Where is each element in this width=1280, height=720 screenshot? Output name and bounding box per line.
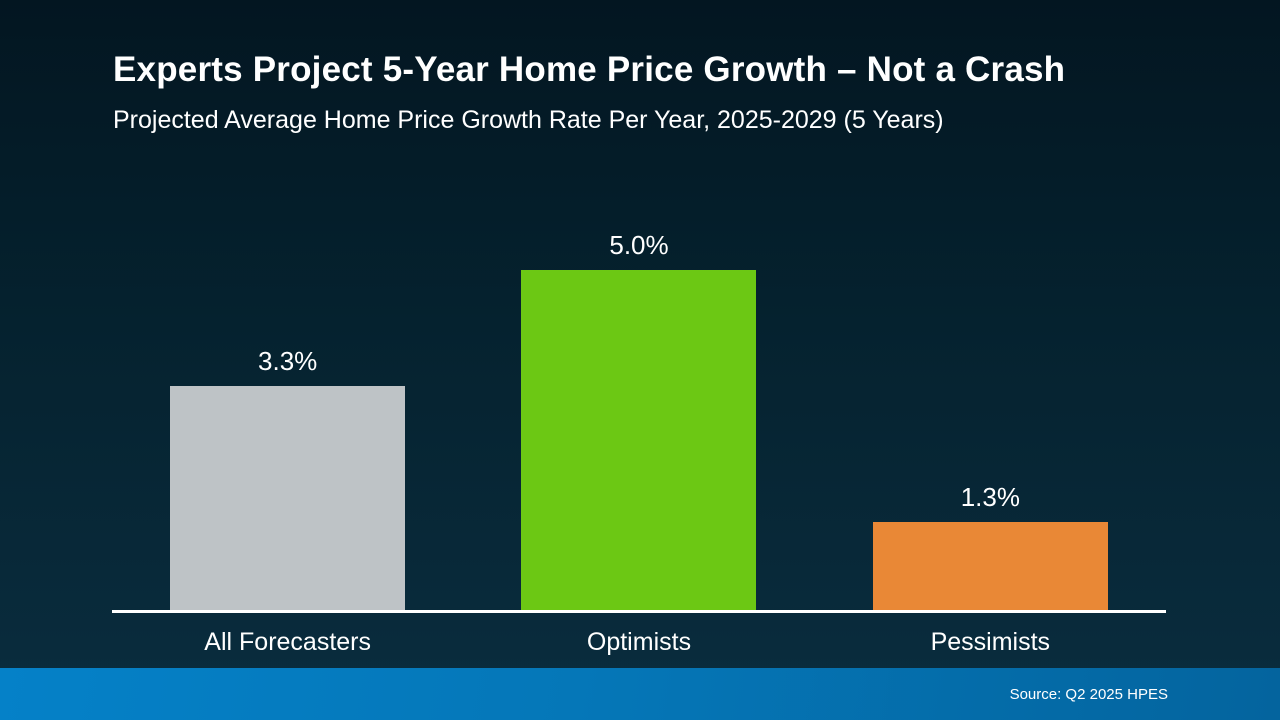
chart-title: Experts Project 5-Year Home Price Growth… — [113, 50, 1066, 89]
bar-all-forecasters — [170, 385, 406, 610]
bars-row: 3.3% 5.0% 1.3% — [112, 230, 1166, 610]
category-label-all-forecasters: All Forecasters — [204, 628, 372, 656]
bar-group-all-forecasters: 3.3% — [112, 346, 463, 610]
value-label-pessimists: 1.3% — [960, 481, 1020, 512]
category-label-pessimists: Pessimists — [930, 628, 1051, 656]
source-attribution: Source: Q2 2025 HPES — [1009, 685, 1168, 703]
bar-group-pessimists: 1.3% — [815, 482, 1166, 610]
category-label-optimists: Optimists — [586, 628, 692, 656]
chart-subtitle: Projected Average Home Price Growth Rate… — [113, 106, 944, 134]
value-label-all-forecasters: 3.3% — [258, 345, 318, 376]
bar-optimists — [521, 270, 757, 610]
value-label-optimists: 5.0% — [609, 230, 669, 260]
footer-bar: Source: Q2 2025 HPES — [0, 668, 1280, 720]
bar-chart: 3.3% 5.0% 1.3% All Forecasters Optimists… — [112, 0, 1166, 720]
x-axis-line — [112, 610, 1166, 613]
category-labels-row: All Forecasters Optimists Pessimists — [112, 628, 1166, 657]
bar-group-optimists: 5.0% — [463, 230, 814, 610]
bar-pessimists — [872, 521, 1108, 610]
